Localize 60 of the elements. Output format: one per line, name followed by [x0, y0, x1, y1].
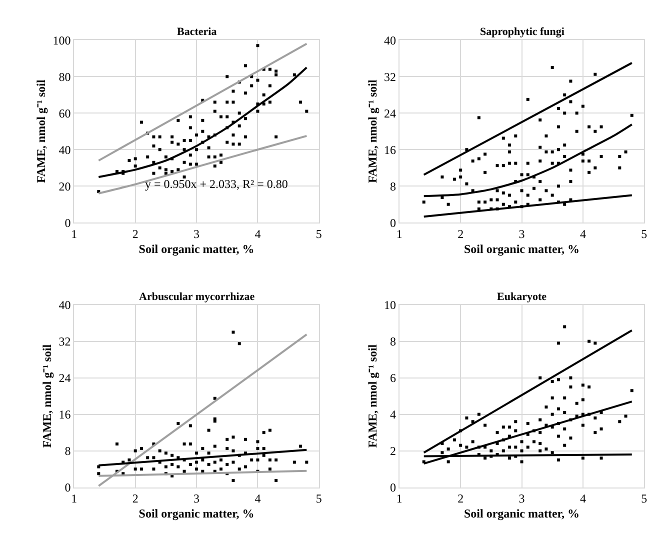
y-tick-label: 0	[64, 216, 71, 230]
y-tick-label: 8	[390, 334, 396, 349]
y-tick-label: 8	[390, 179, 396, 194]
x-tick-label: 2	[458, 492, 464, 506]
y-tick-label: 60	[58, 106, 71, 120]
y-axis-title: FAME, nmol g⁻¹ soil	[34, 79, 48, 184]
y-tick-label: 16	[384, 142, 396, 157]
y-tick-label: 0	[390, 480, 396, 495]
y-axis-title: FAME, nmol g⁻¹ soil	[365, 79, 380, 184]
y-tick-label: 20	[58, 179, 71, 194]
x-tick-label: 5	[641, 227, 648, 241]
y-tick-label: 100	[52, 33, 71, 48]
y-tick-label: 0	[64, 480, 71, 495]
x-tick-label: 5	[641, 492, 648, 506]
x-tick-label: 4	[580, 227, 586, 241]
x-tick-label: 4	[580, 492, 586, 506]
annotation: y = 0.950x + 2.033, R² = 0.80	[145, 177, 288, 191]
x-axis-title: Soil organic matter, %	[138, 242, 254, 256]
x-axis-title: Soil organic matter, %	[464, 506, 580, 521]
chart-title: Saprophytic fungi	[480, 26, 564, 38]
y-tick-label: 40	[58, 142, 71, 157]
y-tick-label: 16	[58, 408, 71, 422]
x-tick-label: 4	[254, 492, 261, 506]
x-tick-label: 3	[518, 227, 525, 241]
line-series	[98, 134, 308, 194]
y-tick-label: 10	[384, 298, 396, 312]
y-tick-label: 32	[384, 70, 396, 84]
chart-title: Bacteria	[177, 26, 218, 38]
x-tick-label: 1	[71, 227, 78, 241]
line-series	[98, 66, 308, 178]
x-tick-label: 1	[396, 227, 402, 241]
y-tick-label: 40	[384, 33, 396, 48]
x-tick-label: 1	[71, 492, 78, 506]
x-tick-label: 2	[132, 227, 138, 241]
y-tick-label: 6	[390, 371, 396, 386]
y-tick-label: 2	[390, 444, 396, 458]
x-tick-label: 5	[316, 227, 322, 241]
chart-title: Eukaryote	[497, 291, 547, 303]
x-tick-label: 3	[518, 492, 525, 506]
y-axis-title: FAME, nmol g⁻¹ soil	[40, 344, 54, 448]
y-tick-label: 24	[58, 371, 71, 386]
y-tick-label: 24	[384, 106, 396, 120]
y-axis-title: FAME, nmol g⁻¹ soil	[365, 344, 380, 448]
x-axis-title: Soil organic matter, %	[138, 506, 254, 521]
y-tick-label: 40	[58, 298, 71, 312]
x-tick-label: 2	[458, 227, 464, 241]
y-tick-label: 0	[390, 216, 396, 230]
y-tick-label: 32	[58, 334, 71, 349]
y-tick-label: 8	[64, 444, 71, 458]
y-tick-label: 4	[390, 408, 396, 422]
chart-title: Arbuscular mycorrhizae	[139, 291, 255, 303]
x-tick-label: 3	[194, 227, 200, 241]
line-series	[422, 124, 633, 198]
x-tick-label: 1	[396, 492, 402, 506]
x-tick-label: 5	[316, 492, 322, 506]
y-tick-label: 80	[58, 70, 71, 84]
x-axis-title: Soil organic matter, %	[464, 242, 580, 256]
x-tick-label: 3	[194, 492, 200, 506]
x-tick-label: 2	[132, 492, 138, 506]
x-tick-label: 4	[254, 227, 261, 241]
